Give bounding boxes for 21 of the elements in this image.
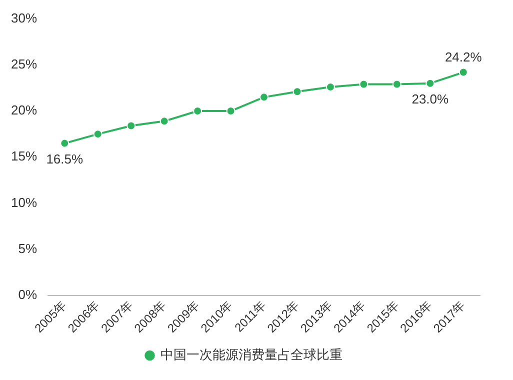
y-tick-label: 10%: [10, 194, 38, 210]
point: [458, 68, 468, 77]
point: [60, 138, 70, 148]
point: [126, 121, 136, 130]
point: [426, 78, 435, 88]
y-tick-label: 5%: [18, 240, 38, 256]
point: [93, 130, 102, 139]
data-label: 23.0%: [412, 91, 450, 106]
legend-label: 中国一次能源消费量占全球比重: [160, 347, 342, 362]
point: [160, 116, 169, 126]
point: [292, 87, 302, 96]
y-tick-label: 20%: [10, 102, 38, 118]
y-tick-label: 25%: [10, 56, 38, 72]
y-tick-label: 30%: [10, 10, 38, 26]
data-label: 16.5%: [46, 151, 84, 166]
y-tick-label: 15%: [10, 148, 38, 164]
data-label: 24.2%: [444, 49, 482, 64]
point: [392, 80, 402, 89]
y-tick-label: 0%: [18, 287, 38, 302]
point: [359, 80, 368, 89]
point: [260, 92, 269, 102]
